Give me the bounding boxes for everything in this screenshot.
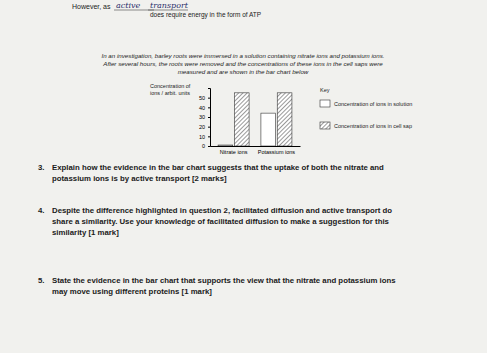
x-axis: Nitrate ions Potassium ions (211, 146, 301, 155)
y-tick-label: 20 (199, 124, 205, 130)
y-tick: 30 (199, 114, 210, 120)
x-tick-label: Nitrate ions (220, 149, 248, 155)
bar (218, 145, 233, 146)
question-line: Despite the difference highlighted in qu… (52, 206, 392, 215)
intro-line: In an investigation, barley roots were i… (101, 52, 384, 59)
y-tick: 10 (199, 134, 210, 140)
y-tick-mark (208, 146, 210, 147)
x-tick: Nitrate ions (220, 146, 248, 155)
bar (234, 93, 249, 146)
legend-swatch (320, 122, 330, 129)
chart: 0 10 20 30 40 50 Nitrate ions Potassium ions Con… (150, 83, 412, 155)
legend: Key Concentration of ions in solution Conc… (320, 87, 412, 129)
y-tick-label: 0 (202, 143, 205, 149)
question-number: 4. (38, 206, 45, 215)
handwritten-answer: transport (150, 1, 189, 10)
question-number: 3. (38, 163, 45, 172)
paper (0, 0, 487, 353)
x-tick: Potassium ions (258, 146, 296, 155)
bar (261, 113, 276, 146)
x-axis-line (211, 146, 301, 147)
bars (218, 93, 292, 146)
legend-entry: Concentration of ions in solution (334, 101, 412, 107)
y-axis: 0 10 20 30 40 50 (199, 89, 211, 150)
intro: In an investigation, barley roots were i… (101, 52, 384, 75)
question-line: potassium ions is by active transport [2… (52, 174, 227, 183)
bar (277, 93, 292, 146)
header: However, as active transportdoes require e… (72, 1, 261, 19)
y-tick-mark (208, 98, 210, 99)
y-tick-label: 10 (199, 134, 205, 140)
question-line: similarity [1 mark] (52, 228, 119, 237)
header-prefix: However, as (72, 3, 111, 10)
legend-swatch (320, 100, 330, 107)
y-axis-title: ions / arbit. units (150, 90, 190, 96)
page: However, as active transportdoes require e… (0, 0, 487, 353)
legend-entry: Concentration of ions in cell sap (334, 123, 412, 129)
y-tick-mark (208, 117, 210, 118)
y-tick: 0 (202, 143, 210, 149)
legend-title: Key (320, 87, 330, 93)
y-tick: 40 (199, 105, 210, 111)
question-line: share a similarity. Use your knowledge o… (52, 217, 390, 226)
question-line: Explain how the evidence in the bar char… (52, 163, 384, 172)
y-tick-mark (208, 127, 210, 128)
y-axis-line (208, 89, 211, 147)
x-tick-label: Potassium ions (258, 149, 296, 155)
question-line: State the evidence in the bar chart that… (52, 276, 396, 285)
question-number: 5. (38, 276, 45, 285)
y-axis-title: Concentration of (150, 83, 191, 89)
intro-line: After several hours, the roots were remo… (102, 60, 383, 67)
y-tick: 20 (199, 124, 210, 130)
questions: 3. Explain how the evidence in the bar ch… (38, 163, 396, 296)
y-tick-label: 40 (199, 105, 205, 111)
y-tick-mark (208, 107, 210, 108)
y-tick-mark (208, 136, 210, 137)
handwritten-answer: active (116, 1, 141, 10)
y-tick: 50 (199, 95, 210, 101)
intro-line: measured and are shown in the bar chart … (178, 68, 309, 75)
y-tick-label: 50 (199, 95, 205, 101)
question-line: may move using different proteins [1 mar… (52, 287, 212, 296)
y-tick-label: 30 (199, 114, 205, 120)
header-suffix: does require energy in the form of ATP (150, 11, 261, 19)
